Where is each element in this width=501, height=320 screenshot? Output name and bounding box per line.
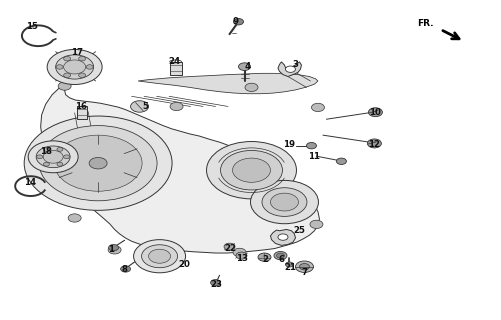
Text: 13: 13 [236,254,248,263]
Circle shape [149,249,170,263]
Polygon shape [278,62,302,76]
Text: 9: 9 [232,17,238,26]
Circle shape [250,180,319,224]
Text: 16: 16 [75,102,87,111]
Circle shape [307,142,317,149]
Circle shape [89,157,107,169]
Circle shape [109,244,119,251]
Text: 24: 24 [168,57,181,66]
Circle shape [312,103,325,112]
Polygon shape [138,73,318,94]
Circle shape [79,73,86,77]
Circle shape [236,252,247,259]
Circle shape [337,158,346,164]
Circle shape [274,252,287,260]
Text: FR.: FR. [417,19,433,28]
Text: 2: 2 [263,255,269,264]
Circle shape [278,234,288,240]
Circle shape [57,148,63,151]
Circle shape [210,279,220,286]
Circle shape [47,50,102,84]
Text: 20: 20 [179,260,190,269]
Circle shape [86,65,93,69]
Text: 10: 10 [369,108,381,117]
Circle shape [245,83,258,92]
Circle shape [56,65,63,69]
Circle shape [68,214,81,222]
Text: 22: 22 [224,244,236,253]
Text: 3: 3 [293,60,299,69]
Text: 21: 21 [285,263,297,272]
Circle shape [367,139,381,148]
Circle shape [262,188,307,216]
Text: 17: 17 [71,48,83,57]
Circle shape [54,135,142,191]
Circle shape [43,150,63,163]
Circle shape [286,66,296,72]
Polygon shape [77,106,87,119]
Circle shape [79,56,86,61]
Text: 18: 18 [40,147,52,156]
Circle shape [64,155,70,159]
Circle shape [142,245,177,268]
Circle shape [44,162,50,166]
Circle shape [258,253,271,261]
Circle shape [64,73,71,77]
Circle shape [271,193,299,211]
Polygon shape [41,81,320,253]
Circle shape [39,125,157,201]
Text: 12: 12 [368,140,380,149]
Circle shape [233,248,246,257]
Circle shape [220,150,283,190]
Circle shape [286,262,294,267]
Circle shape [57,162,63,166]
Circle shape [131,101,149,112]
Circle shape [37,155,43,159]
Text: 5: 5 [143,102,148,111]
Circle shape [368,108,382,117]
Text: 7: 7 [302,268,308,277]
Circle shape [134,240,185,273]
Text: 11: 11 [309,152,321,161]
Circle shape [121,266,131,272]
Text: 1: 1 [108,245,114,254]
Circle shape [224,243,235,250]
Circle shape [206,141,297,199]
Text: 23: 23 [210,280,222,289]
Text: 15: 15 [26,22,38,31]
Circle shape [64,56,71,61]
Circle shape [58,82,71,90]
Circle shape [108,246,121,254]
Text: 4: 4 [245,61,251,70]
Circle shape [64,60,86,74]
Text: 14: 14 [24,179,36,188]
Circle shape [24,116,172,210]
Circle shape [277,253,285,258]
Circle shape [36,146,70,168]
Circle shape [238,63,250,70]
Circle shape [56,55,94,79]
Polygon shape [271,229,296,245]
Text: 8: 8 [122,265,128,275]
Circle shape [310,220,323,228]
Polygon shape [169,62,181,75]
Circle shape [28,141,78,173]
Circle shape [170,102,183,111]
Text: 6: 6 [279,255,285,264]
Text: 25: 25 [294,226,306,235]
Circle shape [44,148,50,151]
Circle shape [233,19,243,25]
Text: 19: 19 [284,140,296,149]
Circle shape [232,158,271,182]
Circle shape [296,261,314,272]
Circle shape [300,264,310,270]
